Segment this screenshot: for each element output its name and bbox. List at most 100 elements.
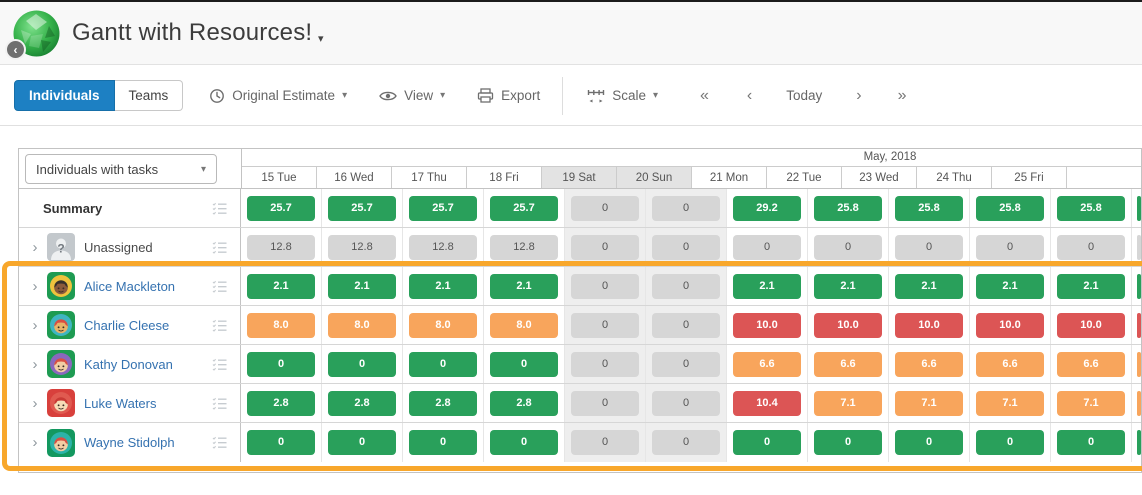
individuals-filter-dropdown[interactable]: Individuals with tasks ▾ xyxy=(25,154,217,184)
toolbar-separator xyxy=(562,76,564,115)
workload-value-pill: 0 xyxy=(652,195,720,221)
partial-column-cell xyxy=(1131,423,1141,462)
resource-grid: Individuals with tasks ▾ May, 2018 15 Tu… xyxy=(18,148,1142,473)
workload-value-pill: 0 xyxy=(895,430,963,455)
workload-value-pill: 0 xyxy=(652,234,720,260)
row-cells: 2.1 2.1 2.1 2.1 0 0 2.1 2.1 2.1 2.1 2.1 xyxy=(241,267,1141,305)
column-header: 19 Sat xyxy=(541,167,616,188)
chevron-down-icon: ▾ xyxy=(440,90,446,101)
expand-chevron-icon[interactable]: › xyxy=(32,277,38,295)
eye-icon xyxy=(379,90,397,102)
export-button[interactable]: Export xyxy=(477,88,540,103)
task-list-icon[interactable] xyxy=(212,280,227,298)
day-column-cell: 2.1 xyxy=(483,267,564,305)
day-column-cell: 2.1 xyxy=(888,267,969,305)
workload-value-pill: 25.7 xyxy=(328,195,396,221)
left-panel-header: Individuals with tasks ▾ xyxy=(19,149,241,189)
nav-prev-button[interactable]: ‹ xyxy=(746,86,753,104)
day-column-cell: 6.6 xyxy=(888,345,969,383)
expand-chevron-icon[interactable]: › xyxy=(32,238,38,256)
toolbar: Individuals Teams Original Estimate ▾ Vi… xyxy=(0,66,1142,126)
day-column-cell: 7.1 xyxy=(1050,384,1131,422)
workload-value-pill: 6.6 xyxy=(1057,351,1125,377)
original-estimate-dropdown[interactable]: Original Estimate ▾ xyxy=(209,88,347,104)
row-name[interactable]: Charlie Cleese xyxy=(84,317,170,333)
day-column-cell: 8.0 xyxy=(402,306,483,344)
nav-next-button[interactable]: › xyxy=(856,86,862,104)
workload-value-pill: 0 xyxy=(328,351,396,377)
expand-chevron-icon[interactable]: › xyxy=(32,316,38,334)
title-dropdown-caret-icon[interactable]: ▾ xyxy=(318,33,324,45)
app-header: ‹ Gantt with Resources! ▾ xyxy=(0,2,1142,65)
day-column-cell: 0 xyxy=(645,423,726,462)
task-list-icon[interactable] xyxy=(212,202,227,220)
workload-value-pill: 2.8 xyxy=(328,390,396,416)
workload-value-pill-partial xyxy=(1137,234,1141,260)
day-column-cell: 0 xyxy=(241,423,321,462)
day-column-cell: 2.8 xyxy=(483,384,564,422)
workload-value-pill: 0 xyxy=(409,430,477,455)
workload-value-pill: 0 xyxy=(652,273,720,299)
workload-value-pill: 0 xyxy=(652,312,720,338)
task-list-icon[interactable] xyxy=(212,436,227,454)
day-column-cell: 0 xyxy=(969,423,1050,462)
workload-value-pill: 7.1 xyxy=(814,390,882,416)
workload-value-pill: 2.1 xyxy=(247,273,315,299)
workload-value-pill: 0 xyxy=(328,430,396,455)
workload-value-pill: 2.1 xyxy=(1057,273,1125,299)
filter-label: Individuals with tasks xyxy=(36,161,159,177)
row-name[interactable]: Kathy Donovan xyxy=(84,356,173,372)
workload-value-pill: 8.0 xyxy=(409,312,477,338)
day-column-cell: 0 xyxy=(888,423,969,462)
task-list-icon[interactable] xyxy=(212,241,227,259)
day-column-cell: 25.7 xyxy=(241,189,321,227)
task-list-icon[interactable] xyxy=(212,358,227,376)
day-column-cell: 2.1 xyxy=(1050,267,1131,305)
workload-value-pill: 0 xyxy=(976,430,1044,455)
column-header: 20 Sun xyxy=(616,167,691,188)
workload-value-pill: 7.1 xyxy=(895,390,963,416)
sidebar-collapse-button[interactable]: ‹ xyxy=(5,39,26,60)
workload-value-pill: 25.7 xyxy=(247,195,315,221)
row-name[interactable]: Wayne Stidolph xyxy=(84,435,175,450)
partial-column-cell xyxy=(1131,228,1141,266)
view-dropdown[interactable]: View ▾ xyxy=(379,88,445,103)
day-column-cell: 6.6 xyxy=(1050,345,1131,383)
nav-today-button[interactable]: Today xyxy=(786,88,823,103)
unassigned-avatar: ? xyxy=(47,233,75,261)
expand-chevron-icon[interactable]: › xyxy=(32,434,38,451)
table-row: Summary 25.7 25.7 25.7 25.7 0 0 29.2 25.8 25.8 25… xyxy=(19,189,1141,228)
nav-fast-prev-button[interactable]: « xyxy=(700,86,709,104)
expand-chevron-icon[interactable]: › xyxy=(32,355,38,373)
workload-value-pill: 25.8 xyxy=(895,195,963,221)
row-name[interactable]: Alice Mackleton xyxy=(84,278,176,294)
scale-dropdown[interactable]: Scale ▾ xyxy=(587,88,658,103)
export-printer-icon xyxy=(477,88,494,103)
tab-teams[interactable]: Teams xyxy=(114,80,184,111)
workload-value-pill: 29.2 xyxy=(733,195,801,221)
expand-chevron-icon[interactable]: › xyxy=(32,394,38,412)
workload-value-pill: 0 xyxy=(571,390,639,416)
tab-individuals[interactable]: Individuals xyxy=(14,80,115,111)
column-header: 23 Wed xyxy=(841,167,916,188)
workload-value-pill: 2.1 xyxy=(814,273,882,299)
workload-value-pill: 0 xyxy=(1057,234,1125,260)
day-column-cell: 7.1 xyxy=(969,384,1050,422)
day-column-cell: 10.0 xyxy=(888,306,969,344)
user-avatar xyxy=(47,272,75,300)
scale-icon xyxy=(587,89,605,103)
day-column-cell: 0 xyxy=(564,345,645,383)
day-column-cell: 8.0 xyxy=(483,306,564,344)
dates-header: May, 2018 15 Tue 16 Wed 17 Thu 18 Fri 19 Sat… xyxy=(241,149,1141,189)
task-list-icon[interactable] xyxy=(212,319,227,337)
nav-fast-next-button[interactable]: » xyxy=(897,86,907,104)
row-name[interactable]: Luke Waters xyxy=(84,395,157,411)
day-column-cell: 0 xyxy=(726,423,807,462)
row-name: Summary xyxy=(43,200,103,216)
workload-value-pill: 0 xyxy=(571,234,639,260)
day-column-cell: 2.1 xyxy=(321,267,402,305)
chevron-down-icon: ▾ xyxy=(200,163,206,175)
workload-value-pill: 2.1 xyxy=(328,273,396,299)
workload-value-pill: 25.8 xyxy=(976,195,1044,221)
task-list-icon[interactable] xyxy=(212,397,227,415)
